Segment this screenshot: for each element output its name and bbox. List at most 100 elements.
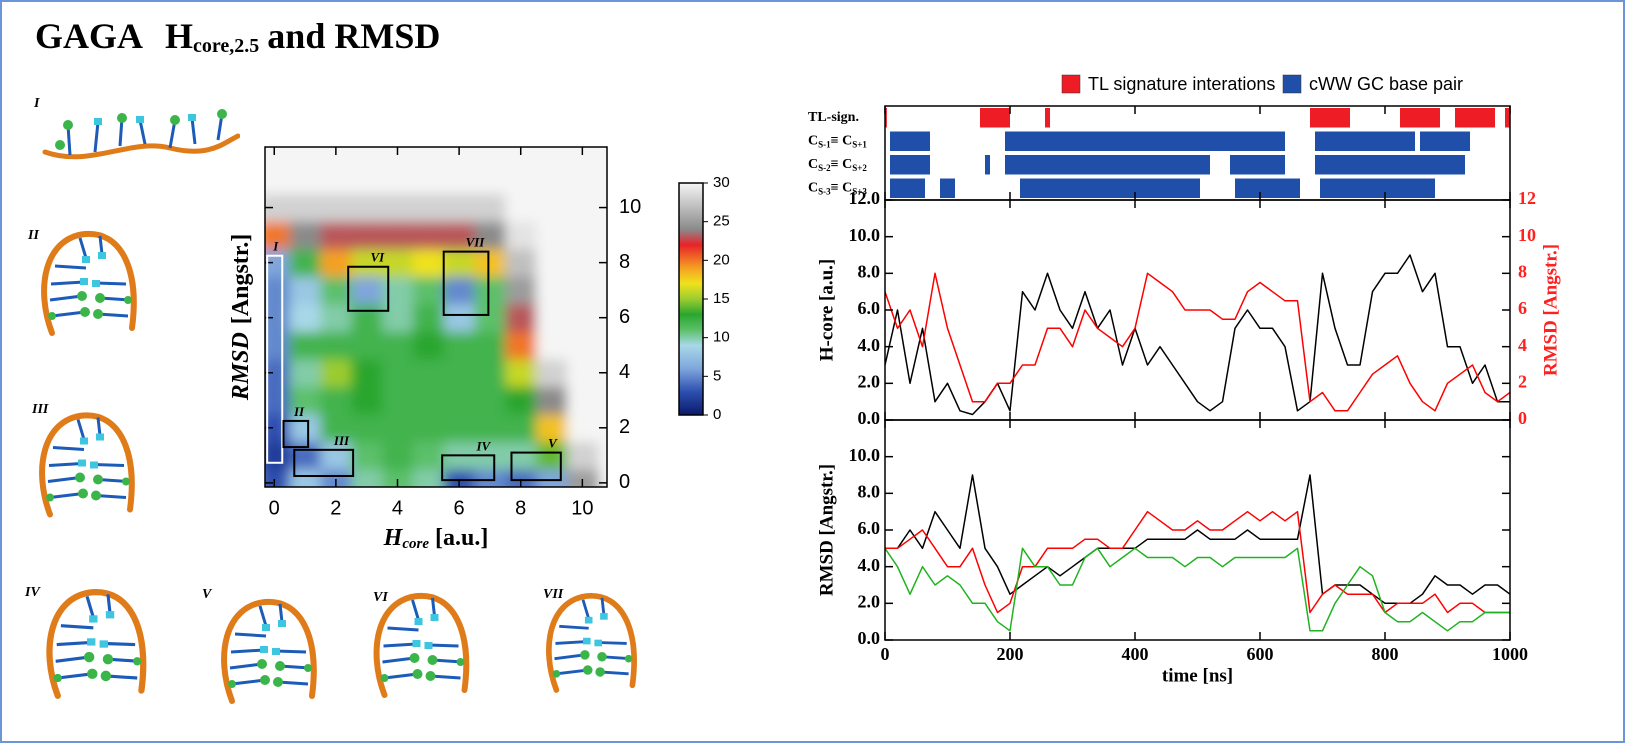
density-cell [290, 304, 321, 332]
density-cell [290, 194, 321, 222]
row-label-part: ≡ C [831, 133, 853, 148]
title-subscript: core,2.5 [193, 35, 259, 57]
x-tick-label: 6 [454, 497, 465, 519]
title-part: and RMSD [267, 16, 440, 56]
density-cell [505, 194, 536, 222]
density-cell [290, 276, 321, 304]
y2-tick-label: 2 [1518, 371, 1527, 391]
region-label: II [293, 404, 305, 419]
y-tick-label: 8.0 [858, 261, 881, 281]
interaction-interval [1235, 179, 1300, 199]
density-cell [413, 221, 444, 249]
y2-tick-label: 6 [1518, 298, 1527, 318]
region-label: VI [371, 250, 386, 265]
interaction-interval [890, 132, 930, 152]
density-cell [320, 194, 351, 222]
density-cell [475, 194, 506, 222]
interaction-interval [1020, 179, 1200, 199]
density-cell [475, 166, 506, 194]
interaction-interval [1045, 108, 1050, 128]
density-cell [505, 276, 536, 304]
density-cell [382, 331, 413, 359]
title-part: GAGA [35, 16, 143, 56]
y-tick-label: 6.0 [858, 298, 881, 318]
y-axis-label: RMSD[Angstr.] [228, 234, 254, 401]
density-cell [505, 331, 536, 359]
colorbar [679, 183, 703, 415]
x-tick-label: 0 [881, 644, 890, 664]
interaction-interval [1315, 132, 1415, 152]
density-cell [382, 387, 413, 415]
density-cell [413, 359, 444, 387]
x-tick-label: 0 [269, 497, 280, 519]
interaction-interval [1230, 155, 1285, 175]
row-label-sub: S-2 [818, 163, 831, 173]
density-cell [536, 359, 567, 387]
density-cell [536, 194, 567, 222]
structure-label: IV [24, 585, 41, 600]
density-cell [413, 249, 444, 277]
y-tick-label: 4.0 [858, 335, 881, 355]
density-cell [351, 331, 382, 359]
row-label-sub: S-1 [818, 139, 831, 149]
region-label: VII [466, 235, 486, 250]
y2-tick-label: 10 [1518, 225, 1536, 245]
structure-label: III [31, 402, 49, 417]
density-cell [444, 359, 475, 387]
interaction-interval [1005, 132, 1285, 152]
density-cell [505, 221, 536, 249]
x-tick-label: 8 [515, 497, 526, 519]
x-tick-label: 200 [997, 644, 1024, 664]
row-label-sub: S+1 [852, 139, 867, 149]
density-cell [567, 221, 598, 249]
density-cell [351, 442, 382, 470]
density-cell [536, 276, 567, 304]
region-label: V [548, 436, 558, 451]
region-label: III [333, 433, 350, 448]
legend-label: TL signature interations [1088, 74, 1275, 94]
density-cell [444, 166, 475, 194]
y-tick-label: 2.0 [858, 371, 881, 391]
structure-label: II [27, 228, 39, 243]
density-cell [536, 304, 567, 332]
density-cell [567, 249, 598, 277]
density-cell [290, 331, 321, 359]
interaction-interval [890, 179, 925, 199]
colorbar-tick-label: 30 [713, 174, 730, 191]
structure-label: I [33, 96, 40, 111]
y-tick-label: 0.0 [858, 408, 881, 428]
density-cell [505, 414, 536, 442]
density-cell [382, 276, 413, 304]
density-cell [567, 194, 598, 222]
density-cell [567, 387, 598, 415]
density-cell [444, 249, 475, 277]
interaction-interval [1400, 108, 1440, 128]
density-cell [505, 304, 536, 332]
density-cell [351, 414, 382, 442]
density-cell [351, 221, 382, 249]
colorbar-tick-label: 10 [713, 329, 730, 346]
density-cell [413, 414, 444, 442]
interaction-interval [985, 155, 990, 175]
y-axis-label-part: [Angstr.] [228, 234, 254, 324]
density-cell [290, 249, 321, 277]
density-cell [567, 166, 598, 194]
y2-tick-label: 12 [1518, 188, 1536, 208]
density-cell [567, 414, 598, 442]
density-cell [320, 359, 351, 387]
density-cell [382, 304, 413, 332]
y-axis-label: H-core [a.u.] [816, 259, 837, 362]
structure-label: VI [373, 590, 388, 605]
density-cell [505, 249, 536, 277]
density-cell [475, 359, 506, 387]
row-label-part: ≡ C [831, 157, 853, 172]
y-tick-label: 10.0 [849, 225, 881, 245]
y-tick-label: 8.0 [858, 481, 881, 501]
structure-label: VII [543, 587, 564, 602]
y2-tick-label: 4 [1518, 335, 1527, 355]
interaction-interval [1420, 132, 1470, 152]
density-cell [475, 276, 506, 304]
y-tick-label: 10 [619, 196, 641, 218]
x-tick-label: 2 [330, 497, 341, 519]
y-tick-label: 10.0 [849, 445, 881, 465]
